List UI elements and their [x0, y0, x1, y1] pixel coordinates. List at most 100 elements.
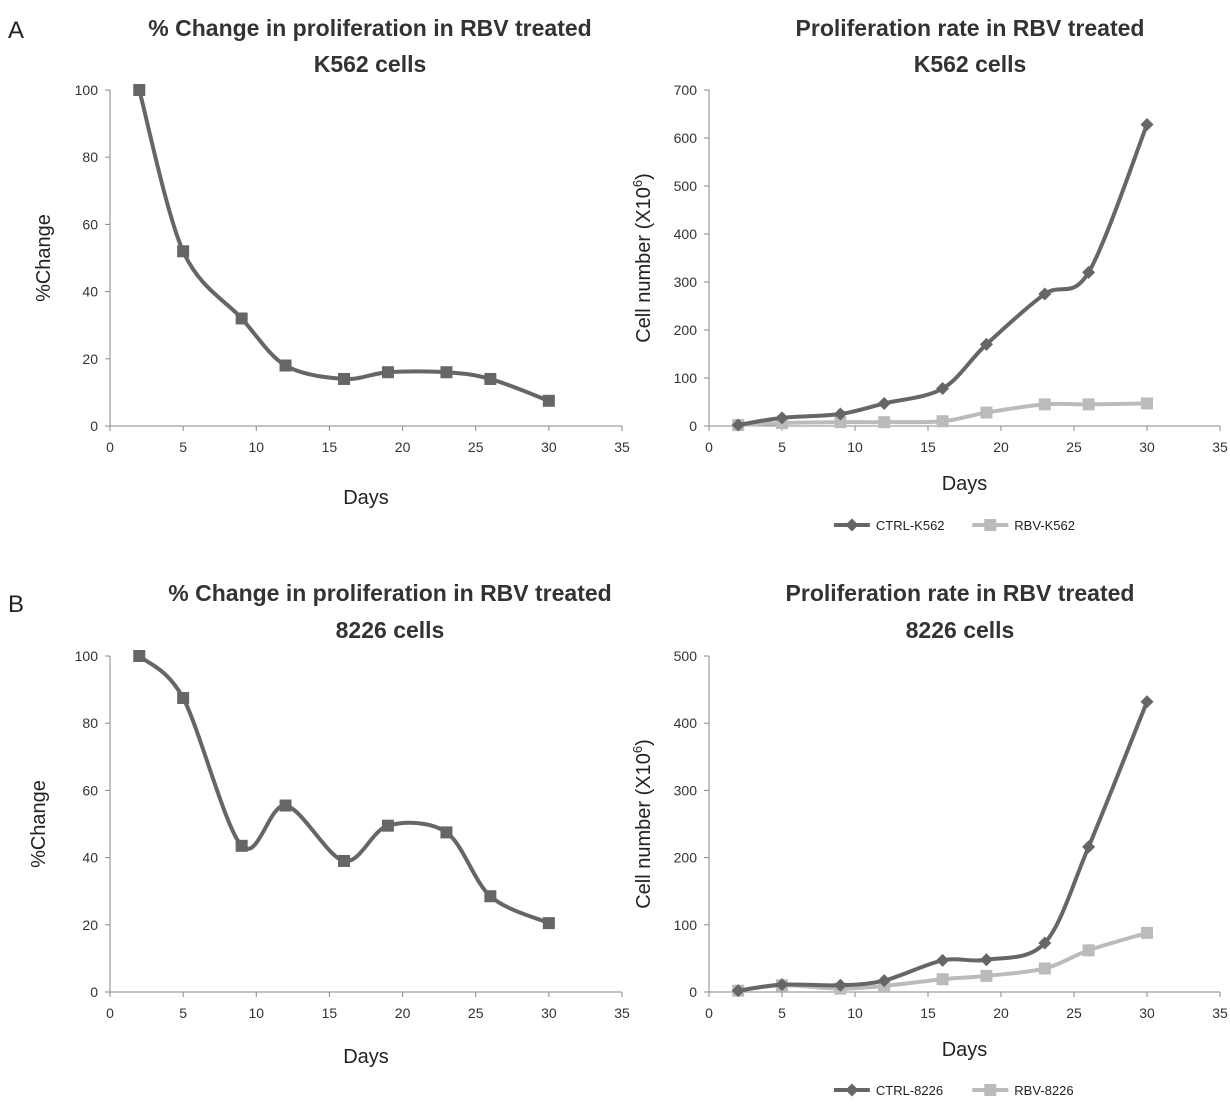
x-tick-label: 20 [993, 1005, 1009, 1021]
y-axis-label-superscript: 6 [630, 746, 645, 753]
y-tick-label: 80 [82, 715, 98, 731]
chart-title-line: 8226 cells [336, 617, 445, 643]
x-tick-label: 35 [614, 1005, 630, 1021]
x-tick-label: 30 [1139, 1005, 1155, 1021]
x-tick-label: 10 [847, 1005, 863, 1021]
chart-title-line: Proliferation rate in RBV treated [796, 15, 1145, 41]
y-tick-label: 400 [674, 715, 698, 731]
y-axis-label: Cell number (X106) [630, 173, 655, 343]
data-point [980, 406, 993, 419]
chart-title-line: % Change in proliferation in RBV treated [148, 15, 591, 41]
y-tick-label: 60 [82, 216, 98, 232]
x-tick-label: 20 [395, 439, 411, 455]
data-point [878, 416, 891, 429]
data-point [177, 245, 190, 258]
y-tick-label: 100 [674, 917, 698, 933]
y-tick-label: 20 [82, 917, 98, 933]
data-point [1082, 944, 1095, 957]
y-axis-label: %Change [33, 214, 55, 302]
chart-8226-percent-change: % Change in proliferation in RBV treated… [28, 580, 630, 1068]
data-point [1082, 840, 1096, 854]
data-point [338, 854, 351, 867]
x-tick-label: 5 [179, 439, 187, 455]
chart-title-line: K562 cells [914, 51, 1027, 77]
y-tick-label: 300 [674, 274, 698, 290]
x-tick-label: 0 [106, 439, 114, 455]
data-point [936, 415, 949, 428]
data-point [1141, 926, 1153, 939]
x-tick-label: 5 [179, 1005, 187, 1021]
y-tick-label: 0 [689, 984, 697, 1000]
x-tick-label: 30 [541, 439, 557, 455]
y-tick-label: 100 [674, 370, 698, 386]
y-tick-label: 60 [82, 782, 98, 798]
data-point [1140, 118, 1154, 132]
x-tick-label: 25 [468, 439, 484, 455]
y-axis-label-end: ) [633, 173, 655, 180]
x-tick-label: 15 [920, 439, 936, 455]
data-point [542, 394, 555, 407]
x-tick-label: 25 [1066, 1005, 1082, 1021]
x-axis-label: Days [343, 1046, 389, 1068]
data-point [381, 819, 394, 832]
data-point [279, 359, 292, 372]
x-tick-label: 30 [541, 1005, 557, 1021]
data-point [133, 84, 146, 96]
data-point [133, 650, 146, 662]
legend-label: RBV-K562 [1014, 518, 1075, 533]
panel-label-b: B [8, 591, 24, 618]
legend-label: CTRL-K562 [876, 518, 945, 533]
legend-label: RBV-8226 [1014, 1083, 1073, 1098]
x-tick-label: 15 [322, 1005, 338, 1021]
data-point [381, 366, 394, 379]
y-axis-label: Cell number (X106) [630, 739, 655, 909]
x-tick-label: 20 [395, 1005, 411, 1021]
x-tick-label: 35 [1212, 439, 1228, 455]
x-tick-label: 10 [248, 1005, 264, 1021]
data-point [936, 382, 950, 396]
legend-label: CTRL-8226 [876, 1083, 943, 1098]
data-point [1140, 695, 1154, 709]
y-axis-label-superscript: 6 [630, 180, 645, 187]
y-tick-label: 20 [82, 351, 98, 367]
data-point [877, 396, 891, 410]
data-point [1038, 936, 1052, 950]
legend-swatch-marker [984, 519, 997, 531]
chart-k562-proliferation: Proliferation rate in RBV treated K562 ce… [630, 15, 1228, 533]
data-point [1038, 287, 1052, 301]
y-tick-label: 0 [689, 418, 697, 434]
data-point [1082, 398, 1095, 411]
data-point [731, 418, 745, 432]
data-point [484, 372, 497, 385]
x-axis-label: Days [343, 487, 389, 509]
x-tick-label: 0 [705, 1005, 713, 1021]
x-tick-label: 30 [1139, 439, 1155, 455]
series-line-percent-change [137, 654, 550, 925]
y-tick-label: 600 [674, 130, 698, 146]
x-axis-label: Days [942, 1039, 988, 1061]
data-point [1038, 398, 1051, 411]
data-point [731, 984, 745, 998]
data-point [1082, 265, 1096, 279]
x-tick-label: 0 [106, 1005, 114, 1021]
legend-swatch-marker [984, 1084, 997, 1096]
x-tick-label: 25 [468, 1005, 484, 1021]
x-tick-label: 35 [1212, 1005, 1228, 1021]
data-point [775, 411, 789, 425]
data-point [833, 407, 847, 421]
x-tick-label: 25 [1066, 439, 1082, 455]
data-point [1141, 397, 1153, 410]
x-tick-label: 10 [847, 439, 863, 455]
y-tick-label: 200 [674, 322, 698, 338]
data-point [979, 953, 993, 967]
y-tick-label: 500 [674, 648, 698, 664]
y-tick-label: 100 [75, 648, 99, 664]
chart-k562-percent-change: % Change in proliferation in RBV treated… [33, 15, 630, 509]
data-point [338, 372, 351, 385]
y-tick-label: 200 [674, 850, 698, 866]
legend-swatch-marker [845, 1083, 859, 1097]
x-tick-label: 5 [778, 1005, 786, 1021]
data-point [235, 312, 248, 325]
y-tick-label: 400 [674, 226, 698, 242]
